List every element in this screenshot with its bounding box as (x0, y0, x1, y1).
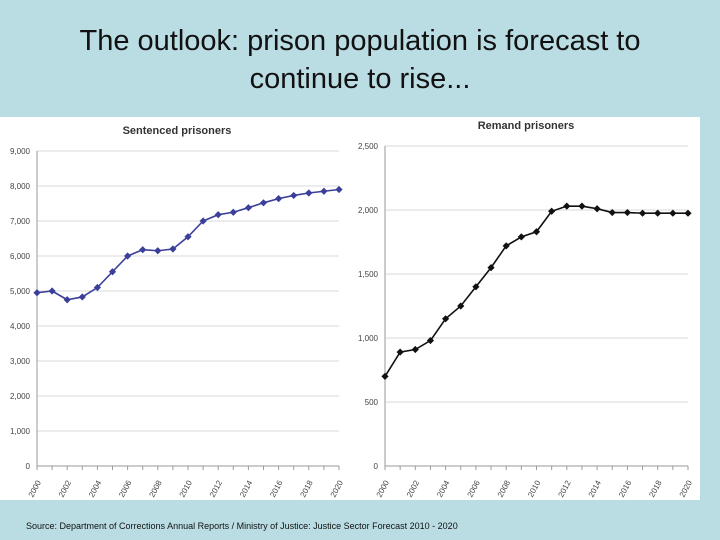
remand-data-point (578, 202, 586, 210)
sentenced-data-point (290, 191, 298, 200)
sentenced-chart-title: Sentenced prisoners (123, 125, 232, 137)
remand-x-tick-label: 2018 (647, 478, 664, 498)
sentenced-data-point (199, 217, 207, 225)
sentenced-y-tick-label: 0 (26, 462, 31, 471)
sentenced-data-point (244, 204, 252, 212)
sentenced-x-tick-label: 2010 (178, 478, 195, 498)
sentenced-x-tick-label: 2002 (57, 478, 74, 498)
sentenced-data-point (124, 252, 132, 260)
remand-chart: Remand prisoners 0 500 1,000 1,500 2,000 2,500… (358, 120, 695, 499)
sentenced-y-tick-label: 6,000 (10, 252, 31, 261)
sentenced-data-point (139, 246, 147, 254)
sentenced-data-point (320, 187, 328, 195)
sentenced-data-point (335, 185, 343, 194)
sentenced-x-tick-label: 2014 (238, 478, 255, 498)
sentenced-x-tick-label: 2018 (298, 478, 315, 498)
sentenced-y-tick-label: 4,000 (10, 322, 31, 331)
sentenced-x-tick-label: 2006 (117, 478, 134, 498)
remand-data-point (684, 209, 692, 217)
remand-x-tick-label: 2016 (617, 478, 634, 498)
remand-data-point (608, 208, 616, 217)
remand-data-point (426, 336, 435, 345)
sentenced-y-tick-label: 9,000 (10, 147, 31, 156)
remand-x-tick-label: 2014 (587, 478, 604, 498)
remand-y-tick-label: 500 (365, 398, 379, 407)
sentenced-data-point (78, 293, 86, 301)
sentenced-data-point (305, 189, 313, 197)
remand-data-point (654, 209, 662, 217)
title-line-1: The outlook: prison population is foreca… (79, 25, 641, 57)
remand-data-point (457, 302, 465, 310)
sentenced-data-point (33, 289, 41, 297)
sentenced-x-tick-label: 2000 (27, 478, 44, 498)
remand-y-tick-label: 1,000 (358, 334, 379, 343)
remand-x-tick-label: 2000 (375, 478, 392, 498)
sentenced-data-point (229, 208, 237, 216)
sentenced-y-tick-label: 7,000 (10, 217, 31, 226)
remand-x-tick-label: 2002 (405, 478, 422, 498)
remand-data-point (502, 242, 510, 250)
sentenced-y-tick-label: 5,000 (10, 287, 31, 296)
sentenced-data-point (48, 287, 56, 295)
remand-x-tick-label: 2020 (678, 478, 695, 498)
sentenced-chart-panel: Sentenced prisoners 0 1,000 2,000 3,000 4,000… (0, 117, 348, 500)
sentenced-y-tick-label: 3,000 (10, 357, 31, 366)
remand-data-point (593, 205, 601, 213)
remand-y-tick-label: 0 (374, 462, 379, 471)
sentenced-data-point (214, 211, 222, 219)
sentenced-x-tick-label: 2008 (147, 478, 164, 498)
sentenced-data-point (154, 247, 162, 255)
remand-data-point (548, 207, 556, 215)
remand-x-tick-label: 2012 (556, 478, 573, 498)
sentenced-data-point (184, 233, 192, 241)
sentenced-y-tick-label: 1,000 (10, 427, 31, 436)
sentenced-data-point (63, 296, 71, 304)
remand-chart-panel: Remand prisoners 0 500 1,000 1,500 2,000 2,500… (348, 117, 700, 500)
sentenced-x-tick-label: 2012 (208, 478, 225, 498)
remand-data-point (563, 202, 571, 210)
remand-x-tick-label: 2004 (435, 478, 452, 498)
remand-data-point (396, 348, 404, 356)
sentenced-chart: Sentenced prisoners 0 1,000 2,000 3,000 4,000… (10, 125, 346, 499)
remand-x-tick-label: 2010 (526, 478, 543, 498)
sentenced-x-tick-label: 2016 (268, 478, 285, 498)
remand-data-point (517, 233, 525, 241)
remand-data-point (532, 228, 541, 236)
remand-y-tick-label: 2,000 (358, 206, 379, 215)
sentenced-data-point (93, 283, 101, 292)
sentenced-y-tick-label: 8,000 (10, 182, 31, 191)
sentenced-data-point (275, 195, 283, 203)
remand-chart-title: Remand prisoners (478, 120, 575, 132)
sentenced-series-line (36, 188, 340, 301)
remand-data-point (623, 208, 631, 217)
remand-x-tick-label: 2006 (466, 478, 483, 498)
slide-title: The outlook: prison population is foreca… (20, 22, 700, 98)
sentenced-x-tick-label: 2004 (87, 478, 104, 498)
sentenced-data-point (169, 245, 177, 253)
sentenced-x-tick-label: 2020 (329, 478, 346, 498)
source-note: Source: Department of Corrections Annual… (26, 521, 458, 531)
remand-data-point (381, 372, 389, 380)
remand-y-tick-label: 2,500 (358, 142, 379, 151)
sentenced-data-point (259, 199, 268, 207)
remand-y-tick-label: 1,500 (358, 270, 379, 279)
sentenced-y-tick-label: 2,000 (10, 392, 31, 401)
remand-data-point (669, 209, 677, 217)
remand-data-point (411, 345, 419, 354)
sentenced-data-point (108, 268, 117, 276)
remand-x-tick-label: 2008 (496, 478, 513, 498)
title-line-2: continue to rise... (249, 63, 471, 95)
remand-data-point (638, 209, 647, 217)
